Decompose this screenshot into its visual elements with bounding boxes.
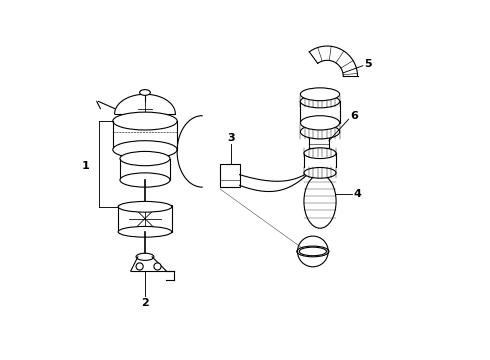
Ellipse shape: [113, 112, 177, 130]
Ellipse shape: [118, 202, 172, 212]
Ellipse shape: [300, 125, 340, 139]
Ellipse shape: [304, 175, 336, 228]
Text: 1: 1: [82, 161, 90, 171]
Ellipse shape: [297, 246, 329, 257]
Ellipse shape: [120, 173, 170, 187]
Text: 2: 2: [141, 298, 149, 308]
Text: 3: 3: [227, 133, 235, 143]
Ellipse shape: [300, 116, 340, 130]
Ellipse shape: [300, 88, 340, 101]
Text: 5: 5: [365, 59, 372, 69]
Text: 6: 6: [350, 111, 358, 121]
Ellipse shape: [299, 247, 326, 256]
Ellipse shape: [113, 141, 177, 158]
Ellipse shape: [304, 148, 336, 158]
Ellipse shape: [120, 152, 170, 166]
Text: 4: 4: [354, 189, 362, 199]
Bar: [309, 134, 329, 148]
Circle shape: [136, 263, 143, 270]
Ellipse shape: [300, 95, 340, 108]
Circle shape: [154, 263, 161, 270]
Ellipse shape: [140, 90, 150, 95]
Ellipse shape: [304, 167, 336, 178]
Bar: [118, 205, 172, 232]
Ellipse shape: [136, 253, 154, 260]
Ellipse shape: [118, 226, 172, 237]
Bar: [220, 164, 240, 187]
